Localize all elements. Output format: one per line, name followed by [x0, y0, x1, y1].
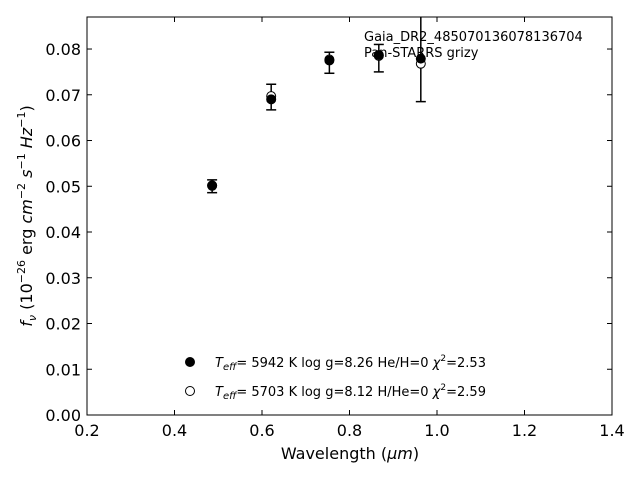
x-tick-label: 1.0 — [424, 421, 449, 440]
x-tick-label: 1.4 — [599, 421, 624, 440]
legend: Teff= 5942 K log g=8.26 He/H=0 χ2=2.53 T… — [185, 354, 486, 402]
y-tick-label: 0.05 — [45, 177, 81, 196]
y-tick-label: 0.07 — [45, 86, 81, 105]
legend-teff-2: 5703 — [251, 385, 284, 400]
y-tick-label: 0.04 — [45, 223, 81, 242]
x-tick-label: 0.6 — [249, 421, 274, 440]
y-axis-label: fν (10−26 erg cm−2 s−1 Hz−1) — [15, 105, 39, 326]
y-tick-label: 0.00 — [45, 406, 81, 425]
x-tick-label: 0.2 — [74, 421, 99, 440]
y-tick-label: 0.03 — [45, 269, 81, 288]
y-axis: 0.00 0.01 0.02 0.03 0.04 0.05 0.06 0.07 0.08 — [45, 40, 612, 425]
legend-entry-1: Teff= 5942 K log g=8.26 He/H=0 χ2=2.53 — [215, 354, 486, 373]
legend-logg-2: 8.12 — [344, 385, 373, 400]
legend-logg-1: 8.26 — [344, 356, 373, 371]
y-tick-label: 0.01 — [45, 360, 81, 379]
legend-comp-1: He/H=0 — [377, 356, 428, 371]
y-tick-label: 0.08 — [45, 40, 81, 59]
legend-comp-2: H/He=0 — [377, 385, 428, 400]
model-point-filled — [373, 49, 384, 60]
legend-chi2-1: 2.53 — [457, 356, 486, 371]
x-axis-label: Wavelength (μm) — [281, 444, 419, 463]
object-name-annotation: Gaia_DR2_485070136078136704 — [364, 30, 583, 45]
x-tick-label: 0.8 — [337, 421, 362, 440]
legend-entry-2: Teff= 5703 K log g=8.12 H/He=0 χ2=2.59 — [215, 383, 486, 402]
model-point-filled — [207, 180, 218, 191]
legend-teff-1: 5942 — [251, 356, 284, 371]
model-point-filled — [415, 53, 426, 64]
model-point-filled — [324, 55, 335, 66]
data-marks — [207, 17, 426, 194]
legend-chi2-2: 2.59 — [457, 385, 486, 400]
legend-marker-filled — [185, 357, 195, 367]
x-axis: 0.2 0.4 0.6 0.8 1.0 1.2 1.4 — [74, 17, 625, 440]
legend-marker-open — [185, 386, 195, 396]
x-tick-label: 1.2 — [512, 421, 537, 440]
filter-set-annotation: Pan-STARRS grizy — [364, 46, 479, 61]
y-tick-label: 0.06 — [45, 132, 81, 151]
model-point-filled — [266, 94, 277, 105]
x-tick-label: 0.4 — [162, 421, 187, 440]
y-tick-label: 0.02 — [45, 315, 81, 334]
